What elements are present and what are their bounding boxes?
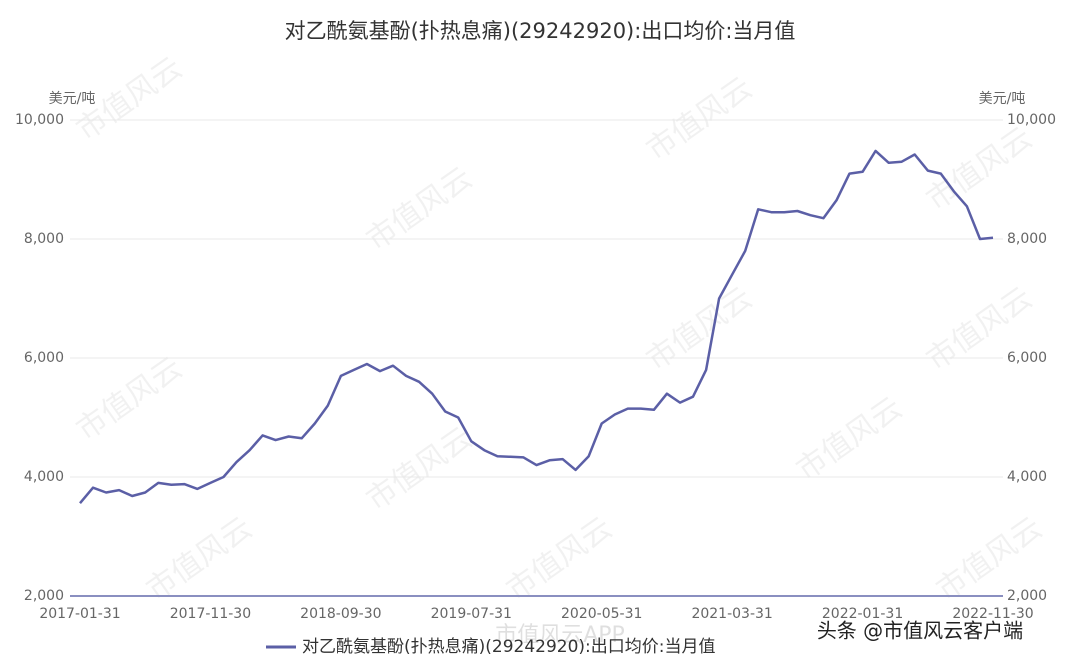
x-tick-label: 2017-11-30 — [170, 606, 251, 622]
footer: 头条 @市值风云客户端 — [817, 619, 1023, 643]
y-tick-label: 6,000 — [24, 350, 64, 366]
x-tick-label: 2019-07-31 — [431, 606, 512, 622]
x-tick-label: 2021-03-31 — [691, 606, 772, 622]
line-series — [79, 149, 994, 505]
y2-tick-label: 8,000 — [1007, 231, 1047, 247]
plot: 2,000 4,000 6,000 8,000 10,000 2,000 4,000 6,00… — [15, 112, 1056, 657]
y-tick-label: 10,000 — [15, 112, 64, 128]
chart-title: 对乙酰氨基酚(扑热息痛)(29242920):出口均价:当月值 — [285, 19, 796, 43]
y-tick-label: 4,000 — [24, 469, 64, 485]
y2-tick-label: 6,000 — [1007, 350, 1047, 366]
y-tick-label: 8,000 — [24, 231, 64, 247]
x-tick-label: 2022-01-31 — [822, 606, 903, 622]
y-unit: 美元/吨 — [49, 91, 96, 107]
x-tick-label: 2020-05-31 — [561, 606, 642, 622]
watermark: 市值风云 — [640, 70, 758, 167]
watermark: 市值风云 — [360, 160, 478, 257]
x-tick-label: 2018-09-30 — [300, 606, 381, 622]
watermark: 市值风云 — [500, 510, 618, 607]
y2-tick-label: 4,000 — [1007, 469, 1047, 485]
watermark: 市值风云 — [360, 420, 478, 517]
x-tick-label: 2022-11-30 — [952, 606, 1033, 622]
watermark: 市值风云 — [70, 350, 188, 447]
legend-label: 对乙酰氨基酚(扑热息痛)(29242920):出口均价:当月值 — [302, 637, 716, 657]
watermark: 市值风云 — [790, 390, 908, 487]
y2-tick-label: 10,000 — [1007, 112, 1056, 128]
x-tick-label: 2017-01-31 — [39, 606, 120, 622]
watermark: 市值风云APP — [495, 623, 625, 648]
y2-tick-label: 2,000 — [1007, 588, 1047, 604]
y-tick-label: 2,000 — [24, 588, 64, 604]
y2-unit: 美元/吨 — [979, 91, 1026, 107]
watermark: 市值风云 — [640, 280, 758, 377]
watermark: 市值风云 — [920, 120, 1038, 217]
watermark: 市值风云 — [140, 510, 258, 607]
